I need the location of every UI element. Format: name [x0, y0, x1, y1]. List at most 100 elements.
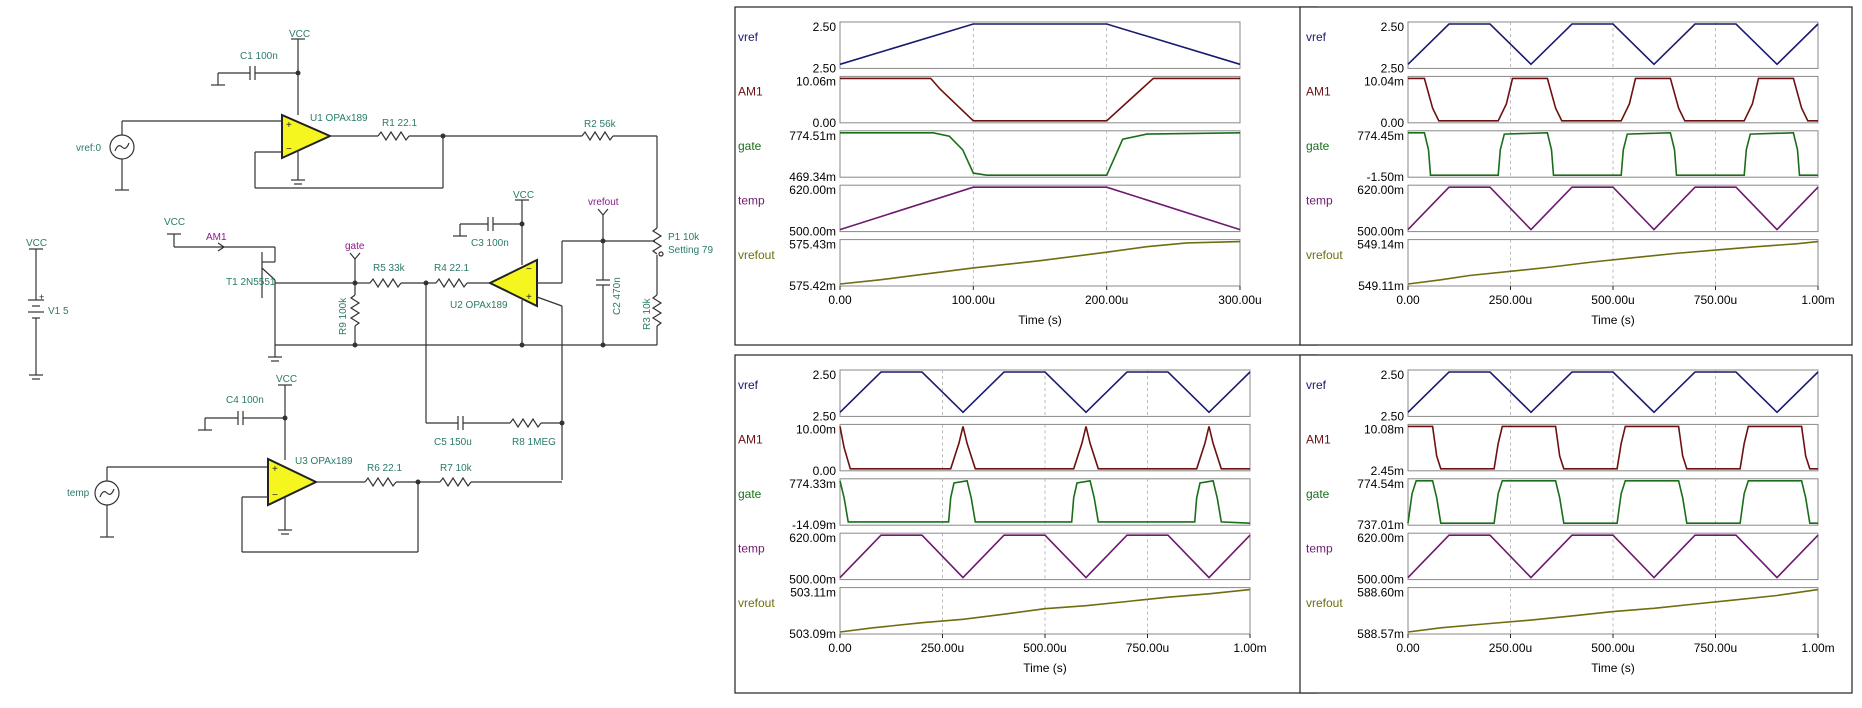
r4-label: R4 22.1 — [434, 263, 469, 274]
trace-box — [839, 21, 1241, 69]
trace-bottom-label: 503.09m — [789, 627, 836, 641]
trace-bottom-label: 2.50 — [1381, 409, 1405, 423]
trace-name: vrefout — [1306, 596, 1343, 610]
svg-text:−: − — [526, 264, 532, 275]
temp-source-label: temp — [67, 488, 90, 499]
c2-label: C2 470n — [612, 277, 623, 315]
trace-top-label: 620.00m — [1357, 183, 1404, 197]
trace-line-vref — [839, 371, 1251, 414]
x-tick-label: 0.00 — [1396, 641, 1420, 655]
r5-label: R5 33k — [373, 263, 406, 274]
svg-text:+: + — [272, 464, 278, 475]
trace-line-vref — [1407, 23, 1819, 66]
r7-label: R7 10k — [440, 463, 473, 474]
trace-name: AM1 — [738, 433, 763, 447]
svg-text:−: − — [272, 490, 278, 501]
x-tick-label: 500.00u — [1591, 293, 1634, 307]
trace-name: temp — [738, 193, 765, 207]
trace-bottom-label: 0.00 — [1381, 116, 1405, 130]
trace-bottom-label: 500.00m — [1357, 225, 1404, 239]
t1-label: T1 2N5551 — [226, 277, 276, 288]
trace-bottom-label: 2.45m — [1371, 464, 1404, 478]
trace-top-label: 503.11m — [790, 586, 836, 600]
trace-top-label: 774.51m — [789, 129, 836, 143]
svg-text:+: + — [39, 292, 44, 302]
trace-bottom-label: 0.00 — [813, 464, 837, 478]
trace-name: vref — [738, 378, 759, 392]
trace-line-vrefout — [1407, 588, 1819, 633]
x-tick-label: 250.00u — [921, 641, 964, 655]
trace-line-vrefout — [839, 240, 1241, 285]
trace-top-label: 620.00m — [789, 531, 836, 545]
trace-name: vref — [1306, 378, 1327, 392]
trace-line-vrefout — [839, 588, 1251, 633]
trace-top-label: 588.60m — [1357, 586, 1404, 600]
u1-stage: VCC C1 100n + − U1 OPAx189 vref:0 — [76, 29, 658, 228]
r2-label: R2 56k — [584, 119, 617, 130]
x-axis-title: Time (s) — [1591, 661, 1635, 675]
x-tick-label: 0.00 — [828, 641, 852, 655]
vcc-label-u1: VCC — [289, 29, 310, 40]
vcc-label-u2: VCC — [513, 190, 534, 201]
trace-line-AM1 — [840, 77, 1240, 122]
scope-panel-2: vref 2.50 2.50 AM1 10.04m 0.00 gate 774.45m -1.5… — [1299, 6, 1853, 346]
trace-name: AM1 — [1306, 85, 1331, 99]
c1-label: C1 100n — [240, 51, 278, 62]
trace-top-label: 10.04m — [1364, 74, 1404, 88]
x-tick-label: 100.00u — [952, 293, 995, 307]
x-tick-label: 0.00 — [1396, 293, 1420, 307]
trace-name: gate — [1306, 487, 1330, 501]
trace-top-label: 774.33m — [789, 477, 836, 491]
trace-box — [839, 75, 1241, 124]
trace-box — [839, 130, 1241, 178]
c3-label: C3 100n — [471, 238, 509, 249]
svg-text:−: − — [286, 144, 292, 155]
u1-label: U1 OPAx189 — [310, 113, 368, 124]
u1-opamp — [281, 113, 333, 160]
x-tick-label: 750.00u — [1694, 641, 1737, 655]
trace-bottom-label: 500.00m — [789, 573, 836, 587]
trace-bottom-label: 549.11m — [1358, 279, 1404, 293]
u3-stage: VCC C4 100n C5 150u R8 1MEG temp + − — [67, 345, 565, 553]
trace-line-vref — [1407, 371, 1819, 414]
trace-name: gate — [738, 487, 762, 501]
x-tick-label: 1.00m — [1233, 641, 1266, 655]
trace-bottom-label: -14.09m — [792, 518, 836, 532]
x-tick-label: 250.00u — [1489, 641, 1532, 655]
r6-label: R6 22.1 — [367, 463, 402, 474]
trace-line-gate — [840, 132, 1241, 176]
trace-top-label: 2.50 — [1381, 20, 1405, 34]
trace-bottom-label: 737.01m — [1357, 518, 1404, 532]
svg-text:+: + — [286, 120, 292, 131]
v1-label: V1 5 — [48, 306, 69, 317]
trace-top-label: 10.06m — [796, 74, 836, 88]
am1-label: AM1 — [206, 232, 227, 243]
trace-top-label: 620.00m — [1357, 531, 1404, 545]
trace-line-temp — [1407, 186, 1819, 231]
vcc-label-t1: VCC — [164, 217, 185, 228]
trace-bottom-label: 0.00 — [813, 116, 837, 130]
trace-line-vrefout — [1407, 240, 1819, 285]
u3-label: U3 OPAx189 — [295, 456, 353, 467]
p1-label: P1 10k — [668, 232, 700, 243]
trace-line-vref — [839, 23, 1241, 66]
u2-stage: VCC AM1 T1 2N5551 gate R9 100k R5 33k — [164, 190, 713, 423]
r1-label: R1 22.1 — [382, 118, 417, 129]
trace-top-label: 10.08m — [1364, 422, 1404, 436]
trace-line-gate — [839, 479, 1251, 524]
p1-setting: Setting 79 — [668, 245, 713, 256]
trace-bottom-label: 500.00m — [1357, 573, 1404, 587]
gate-probe-label: gate — [345, 241, 365, 252]
trace-line-temp — [839, 534, 1251, 579]
trace-top-label: 620.00m — [789, 183, 836, 197]
trace-name: temp — [1306, 193, 1333, 207]
c5-label: C5 150u — [434, 437, 472, 448]
r3-label: R3 10k — [642, 297, 653, 330]
trace-line-AM1 — [1408, 425, 1818, 470]
trace-top-label: 774.54m — [1357, 477, 1404, 491]
r9-label: R9 100k — [338, 297, 349, 335]
trace-bottom-label: 2.50 — [1381, 61, 1405, 75]
x-tick-label: 250.00u — [1489, 293, 1532, 307]
scope-panel-1: vref 2.50 2.50 AM1 10.06m 0.00 gate 774.51m 469.… — [734, 6, 1318, 346]
